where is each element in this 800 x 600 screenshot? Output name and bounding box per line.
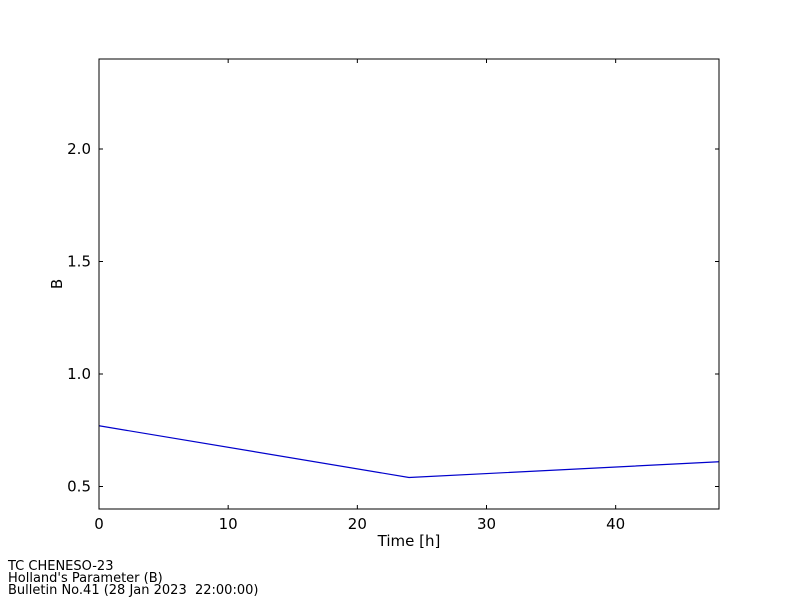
annotation: Bulletin No.41 (28 Jan 2023 22:00:00): [8, 583, 258, 598]
y-axis-label: B: [48, 279, 66, 289]
y-tick-label: 2.0: [67, 140, 91, 158]
plot-frame: [98, 58, 720, 510]
x-tick-label: 20: [348, 515, 367, 533]
y-tick-label: 1.0: [67, 365, 91, 383]
x-tick-label: 40: [606, 515, 625, 533]
x-tick-label: 0: [94, 515, 104, 533]
annotation: Holland's Parameter (B): [8, 571, 163, 586]
x-tick-label: 30: [477, 515, 496, 533]
x-axis-label: Time [h]: [377, 532, 441, 550]
y-tick-label: 0.5: [67, 478, 91, 496]
y-tick-label: 1.5: [67, 253, 91, 271]
line: [98, 425, 720, 479]
x-tick-label: 10: [219, 515, 238, 533]
annotation: TC CHENESO-23: [7, 559, 113, 574]
